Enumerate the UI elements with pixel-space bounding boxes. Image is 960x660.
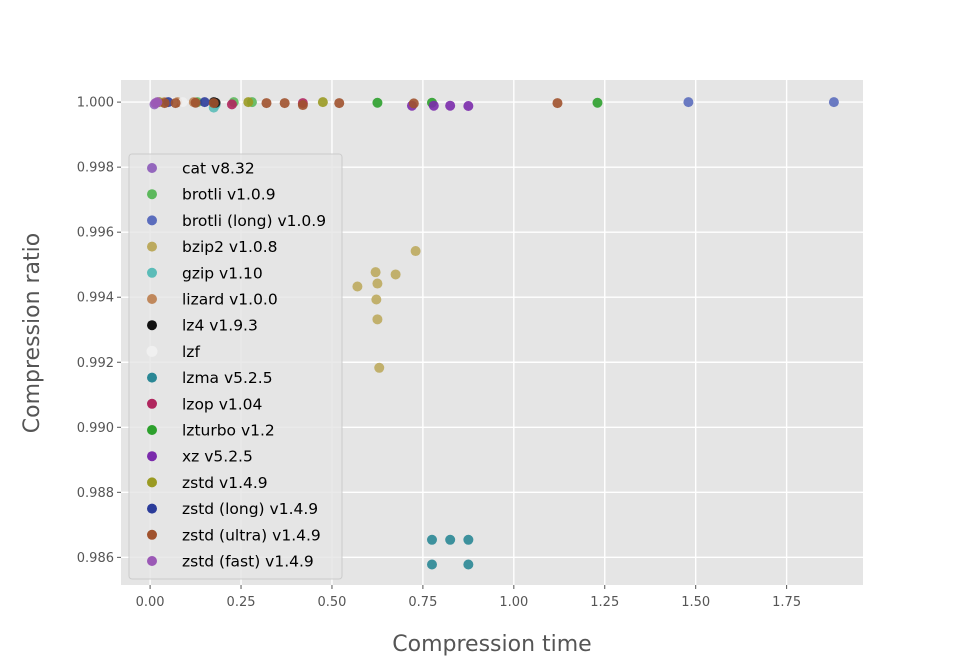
data-point [552,98,563,109]
y-tick-label: 0.992 [77,356,114,371]
data-point [297,100,308,111]
data-point [445,534,456,545]
legend-label: lzma v5.2.5 [182,369,273,387]
data-point [334,98,345,109]
data-point [372,278,383,289]
data-points [149,97,839,570]
legend: cat v8.32 brotli v1.0.9 brotli (long) v1.0… [128,153,343,580]
data-point [374,362,385,373]
legend-marker [147,189,157,200]
data-point [243,97,254,108]
y-tick-label: 1.000 [77,96,114,111]
data-point [683,97,694,108]
data-point [159,98,170,109]
x-tick-label: 0.75 [408,595,437,610]
legend-frame [128,153,343,580]
legend-marker [147,529,157,540]
data-point [445,100,456,111]
legend-marker [147,398,157,409]
legend-marker [147,451,157,462]
legend-marker [147,215,157,226]
x-tick-label: 0.50 [317,595,346,610]
y-tick-label: 0.996 [77,226,114,241]
data-point [199,97,210,108]
legend-marker [147,267,157,278]
legend-marker [147,320,157,331]
legend-marker [147,294,157,304]
data-point [463,559,474,570]
y-tick-label: 0.998 [77,161,114,176]
data-point [463,534,474,545]
x-tick-label: 1.50 [681,595,710,610]
y-tick-label: 0.986 [77,551,114,566]
legend-label: gzip v1.10 [182,264,263,282]
legend-marker [147,372,157,383]
legend-label: brotli v1.0.9 [182,186,276,204]
legend-label: zstd (ultra) v1.4.9 [182,526,321,544]
legend-label: brotli (long) v1.0.9 [182,212,326,230]
y-axis-label: Compression ratio [20,233,45,433]
x-axis-ticks: 0.00 0.25 0.50 0.75 1.00 1.25 1.50 1.75 [136,585,801,610]
data-point [261,98,272,109]
legend-marker [147,163,157,173]
x-tick-label: 1.75 [772,595,801,610]
legend-label: lzop v1.04 [182,395,262,413]
y-tick-label: 0.990 [77,421,114,436]
series-2 [683,97,839,108]
y-axis-ticks: 0.986 0.988 0.990 0.992 0.994 0.996 0.998 1.000 [77,96,121,566]
data-point [828,97,839,108]
data-point [428,100,439,111]
series-8 [426,534,474,570]
data-point [592,97,603,108]
data-point [317,97,328,108]
data-point [152,97,163,108]
data-point [170,98,181,109]
legend-marker [147,503,157,514]
data-point [226,99,237,110]
data-point [426,534,437,545]
y-tick-label: 0.988 [77,486,114,501]
legend-marker [147,477,157,488]
data-point [352,281,363,292]
x-tick-label: 0.00 [136,595,165,610]
data-point [208,98,219,109]
legend-label: bzip2 v1.0.8 [182,238,278,256]
legend-label: cat v8.32 [182,160,255,178]
data-point [371,294,382,305]
data-point [372,97,383,108]
legend-label: lz4 v1.9.3 [182,317,258,335]
legend-label: lizard v1.0.0 [182,291,278,309]
x-tick-label: 0.25 [227,595,256,610]
data-point [410,246,421,257]
y-tick-label: 0.994 [77,291,114,306]
series-15 [150,97,163,109]
x-tick-label: 1.00 [499,595,528,610]
legend-marker [147,425,157,435]
data-point [390,269,401,280]
data-point [177,97,188,108]
legend-label: zstd v1.4.9 [182,474,268,492]
x-tick-label: 1.25 [590,595,619,610]
data-point [463,101,474,112]
legend-marker [147,241,157,252]
legend-marker [147,556,157,566]
data-point [279,98,290,109]
data-point [408,98,419,109]
legend-label: zstd (fast) v1.4.9 [182,553,314,571]
legend-label: zstd (long) v1.4.9 [182,500,318,518]
legend-label: xz v5.2.5 [182,448,253,466]
data-point [372,314,383,325]
legend-label: lzf [182,343,200,361]
x-axis-label: Compression time [392,632,591,657]
data-point [426,559,437,570]
series-14 [159,97,563,111]
legend-label: lzturbo v1.2 [182,422,275,440]
series-3 [352,246,421,373]
legend-marker [146,345,158,357]
data-point [370,267,381,278]
data-point [190,97,201,108]
